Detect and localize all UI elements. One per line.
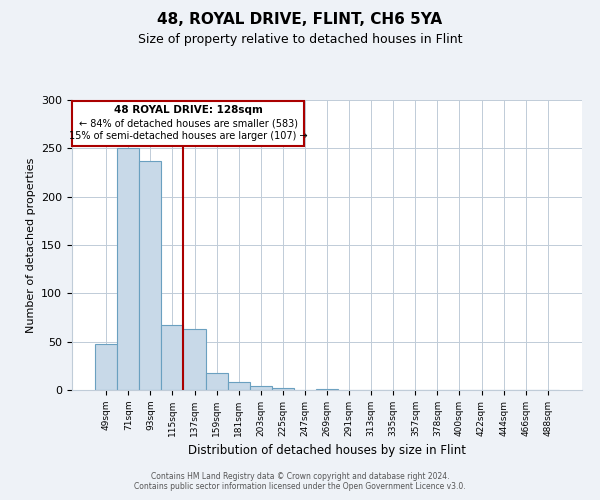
Text: 48 ROYAL DRIVE: 128sqm: 48 ROYAL DRIVE: 128sqm	[113, 105, 262, 115]
Bar	[316, 389, 338, 390]
Text: 48, ROYAL DRIVE, FLINT, CH6 5YA: 48, ROYAL DRIVE, FLINT, CH6 5YA	[157, 12, 443, 28]
Text: ← 84% of detached houses are smaller (583): ← 84% of detached houses are smaller (58…	[79, 118, 298, 128]
Text: Size of property relative to detached houses in Flint: Size of property relative to detached ho…	[138, 32, 462, 46]
Text: 15% of semi-detached houses are larger (107) →: 15% of semi-detached houses are larger (…	[69, 131, 307, 141]
Text: Contains HM Land Registry data © Crown copyright and database right 2024.: Contains HM Land Registry data © Crown c…	[151, 472, 449, 481]
Bar	[206, 372, 227, 390]
Bar	[250, 386, 272, 390]
X-axis label: Distribution of detached houses by size in Flint: Distribution of detached houses by size …	[188, 444, 466, 458]
Bar	[139, 161, 161, 390]
Bar	[117, 148, 139, 390]
Bar	[272, 388, 294, 390]
Y-axis label: Number of detached properties: Number of detached properties	[26, 158, 35, 332]
Text: Contains public sector information licensed under the Open Government Licence v3: Contains public sector information licen…	[134, 482, 466, 491]
Bar	[161, 325, 184, 390]
Bar	[227, 382, 250, 390]
Bar	[184, 329, 206, 390]
FancyBboxPatch shape	[72, 100, 304, 146]
Bar	[95, 344, 117, 390]
